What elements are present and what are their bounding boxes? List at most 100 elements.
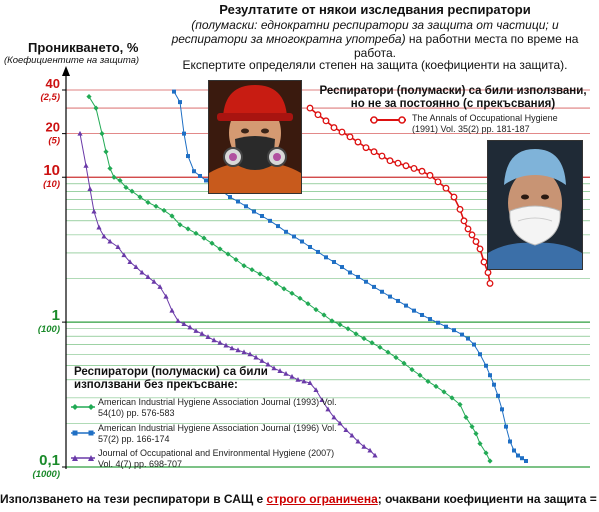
data-point (319, 397, 325, 403)
data-point (367, 447, 373, 453)
data-point (93, 105, 99, 111)
data-point (476, 245, 484, 253)
data-point (420, 312, 424, 317)
data-point (101, 233, 107, 239)
data-point (362, 144, 370, 152)
data-point (325, 406, 331, 412)
data-point (96, 224, 102, 230)
data-point (284, 229, 288, 234)
data-point (265, 361, 271, 367)
data-point (129, 188, 135, 194)
data-point (444, 324, 448, 329)
data-point (463, 414, 469, 420)
chart-subtitle-2: Експертите определяли степен на защита (… (182, 58, 568, 72)
data-point (201, 235, 207, 241)
legend-intermittent-source: The Annals of Occupational Hygiene (1991… (412, 113, 558, 134)
data-point (306, 104, 314, 112)
data-point (211, 337, 217, 343)
data-point (464, 225, 472, 233)
data-point (307, 380, 313, 385)
data-point (477, 441, 483, 447)
data-point (356, 274, 360, 279)
data-point (139, 269, 145, 275)
data-point (235, 347, 241, 353)
data-point (225, 251, 231, 257)
data-point (330, 124, 338, 132)
data-point (209, 240, 215, 246)
series-layer (77, 89, 528, 464)
data-point (484, 363, 488, 368)
data-point (193, 328, 199, 333)
data-point (163, 293, 169, 299)
data-point (372, 284, 376, 289)
data-point (187, 324, 193, 330)
data-point (292, 234, 296, 239)
legend-entry-blue: American Industrial Hygiene Association … (98, 423, 337, 444)
data-point (192, 169, 196, 174)
data-point (271, 365, 277, 371)
data-point (103, 149, 109, 155)
data-point (313, 387, 319, 392)
data-point (337, 420, 343, 426)
data-point (107, 238, 113, 244)
data-point (283, 370, 289, 376)
data-point (492, 382, 496, 387)
data-point (468, 231, 476, 239)
data-point (434, 178, 442, 186)
data-point (276, 224, 280, 229)
data-point (199, 331, 205, 336)
data-point (223, 342, 229, 348)
data-point (469, 424, 475, 430)
y-tick-label: 1 (52, 307, 60, 324)
data-point (157, 284, 163, 289)
data-point (268, 218, 272, 223)
data-point (153, 203, 159, 209)
data-point (169, 307, 175, 313)
data-point (321, 312, 327, 318)
data-point (486, 279, 494, 287)
data-point (404, 303, 408, 308)
data-point (133, 264, 139, 270)
data-point (380, 289, 384, 294)
data-point (182, 131, 186, 136)
data-point (484, 269, 492, 276)
data-point (117, 177, 123, 184)
data-point (369, 340, 375, 346)
data-point (428, 317, 432, 322)
data-point (193, 230, 199, 236)
data-point (487, 458, 493, 464)
data-point (289, 373, 295, 379)
data-point (205, 334, 211, 339)
y-tick-sublabel: (2,5) (40, 92, 60, 103)
data-point (472, 238, 480, 245)
series-3 (77, 130, 378, 458)
data-point (273, 280, 279, 287)
data-point (217, 246, 223, 252)
series-line (309, 107, 491, 284)
data-point (377, 344, 383, 350)
data-point (372, 452, 378, 458)
data-point (297, 295, 303, 301)
subtitle-rest: на работни места по време на работа. (354, 32, 579, 60)
y-axis-label: Проникването, % (28, 40, 139, 55)
data-point (107, 165, 113, 172)
data-point (115, 244, 121, 249)
data-point (228, 195, 232, 200)
data-point (452, 328, 456, 333)
data-point (480, 258, 488, 266)
data-point (450, 193, 458, 201)
y-tick-sublabel: (1000) (33, 469, 60, 480)
data-point (91, 208, 97, 214)
data-point (364, 279, 368, 284)
data-point (314, 111, 322, 119)
data-point (378, 152, 386, 160)
data-point (99, 131, 105, 137)
data-point (161, 207, 167, 214)
footer-after: ; очаквани коефициенти на защита = 10 (377, 492, 599, 506)
data-point (348, 270, 352, 275)
data-point (281, 286, 287, 292)
y-tick-label: 10 (43, 162, 60, 179)
chart-title: Резултатите от някои изследвания респира… (219, 2, 531, 17)
legend-intermittent-title: Респиратори (полумаски) са били използва… (319, 85, 587, 110)
data-point (329, 318, 335, 324)
